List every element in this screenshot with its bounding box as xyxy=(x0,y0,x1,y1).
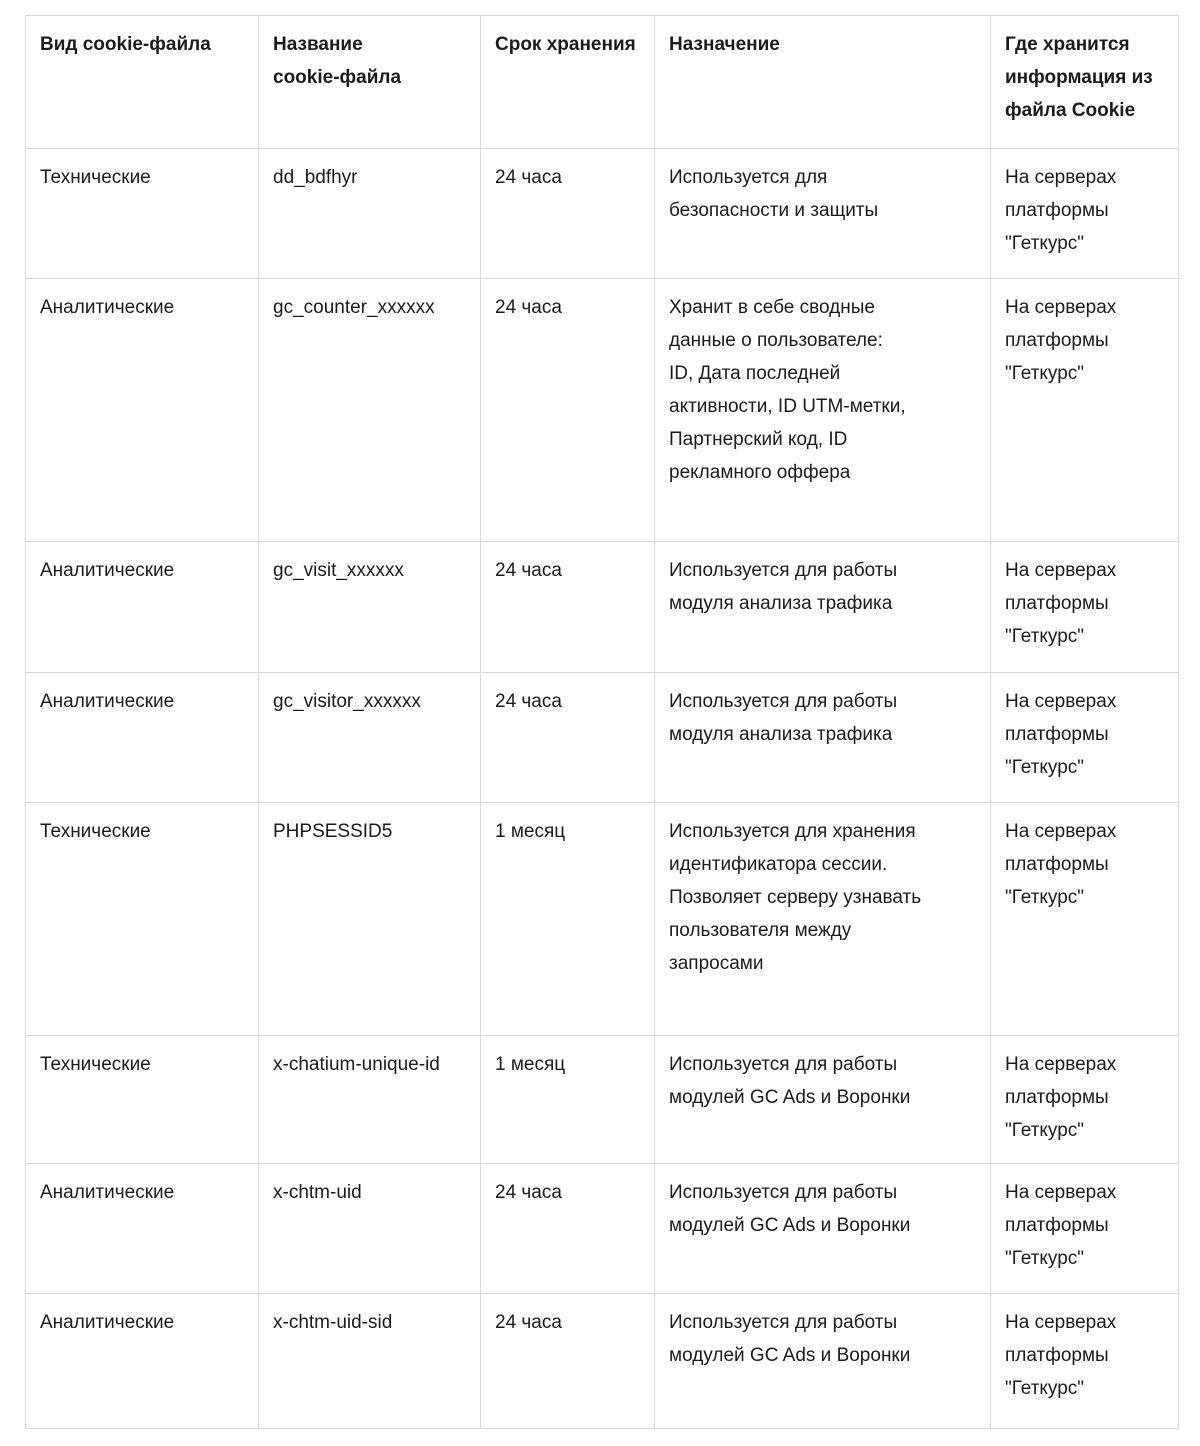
cell-cookie-name: x-chtm-uid xyxy=(258,1163,481,1294)
cell-storage-duration: 24 часа xyxy=(480,1293,655,1429)
cell-storage-duration: 1 месяц xyxy=(480,1035,655,1164)
cell-purpose: Используется для хранения идентификатора… xyxy=(654,802,991,1036)
cell-storage-location: На серверах платформы "Геткурс" xyxy=(990,278,1179,542)
cell-cookie-name: x-chtm-uid-sid xyxy=(258,1293,481,1429)
cell-storage-duration: 24 часа xyxy=(480,148,655,279)
cell-purpose: Используется для работы модуля анализа т… xyxy=(654,672,991,803)
cookie-table-body: Технические dd_bdfhyr 24 часа Использует… xyxy=(25,148,1179,1429)
cell-storage-duration: 24 часа xyxy=(480,672,655,803)
header-cookie-type: Вид cookie-файла xyxy=(25,15,259,149)
cell-storage-duration: 24 часа xyxy=(480,278,655,542)
header-cookie-name: Название cookie-файла xyxy=(258,15,481,149)
table-row: Аналитические gc_visitor_xxxxxx 24 часа … xyxy=(25,672,1179,803)
cell-cookie-name: dd_bdfhyr xyxy=(258,148,481,279)
header-purpose: Назначение xyxy=(654,15,991,149)
cell-cookie-type: Технические xyxy=(25,802,259,1036)
cell-storage-location: На серверах платформы "Геткурс" xyxy=(990,541,1179,673)
table-row: Технические dd_bdfhyr 24 часа Использует… xyxy=(25,148,1179,279)
cell-purpose: Используется для работы модулей GC Ads и… xyxy=(654,1163,991,1294)
cell-cookie-type: Аналитические xyxy=(25,278,259,542)
table-row: Аналитические x-chtm-uid 24 часа Использ… xyxy=(25,1163,1179,1294)
cell-purpose: Используется для работы модуля анализа т… xyxy=(654,541,991,673)
cookie-table: Вид cookie-файла Название cookie-файла С… xyxy=(25,15,1179,1429)
cell-cookie-name: x-chatium-unique-id xyxy=(258,1035,481,1164)
cell-storage-location: На серверах платформы "Геткурс" xyxy=(990,1163,1179,1294)
cell-cookie-type: Аналитические xyxy=(25,672,259,803)
cell-cookie-name: gc_visitor_xxxxxx xyxy=(258,672,481,803)
cell-purpose: Используется для безопасности и защиты xyxy=(654,148,991,279)
header-row: Вид cookie-файла Название cookie-файла С… xyxy=(25,15,1179,149)
cell-storage-duration: 24 часа xyxy=(480,1163,655,1294)
cell-cookie-type: Технические xyxy=(25,1035,259,1164)
table-row: Аналитические x-chtm-uid-sid 24 часа Исп… xyxy=(25,1293,1179,1429)
cell-storage-duration: 24 часа xyxy=(480,541,655,673)
table-row: Аналитические gc_visit_xxxxxx 24 часа Ис… xyxy=(25,541,1179,673)
cell-cookie-name: PHPSESSID5 xyxy=(258,802,481,1036)
cell-cookie-name: gc_visit_xxxxxx xyxy=(258,541,481,673)
header-storage-duration: Срок хранения xyxy=(480,15,655,149)
cell-cookie-type: Аналитические xyxy=(25,541,259,673)
header-storage-location: Где хранится информация из файла Cookie xyxy=(990,15,1179,149)
cell-cookie-name: gc_counter_xxxxxx xyxy=(258,278,481,542)
table-row: Технические PHPSESSID5 1 месяц Используе… xyxy=(25,802,1179,1036)
cell-storage-location: На серверах платформы "Геткурс" xyxy=(990,1293,1179,1429)
table-row: Технические x-chatium-unique-id 1 месяц … xyxy=(25,1035,1179,1164)
cell-cookie-type: Аналитические xyxy=(25,1163,259,1294)
cell-cookie-type: Технические xyxy=(25,148,259,279)
cell-storage-duration: 1 месяц xyxy=(480,802,655,1036)
cell-storage-location: На серверах платформы "Геткурс" xyxy=(990,672,1179,803)
cell-storage-location: На серверах платформы "Геткурс" xyxy=(990,802,1179,1036)
table-row: Аналитические gc_counter_xxxxxx 24 часа … xyxy=(25,278,1179,542)
cell-storage-location: На серверах платформы "Геткурс" xyxy=(990,1035,1179,1164)
cell-storage-location: На серверах платформы "Геткурс" xyxy=(990,148,1179,279)
cell-cookie-type: Аналитические xyxy=(25,1293,259,1429)
cell-purpose: Используется для работы модулей GC Ads и… xyxy=(654,1035,991,1164)
cell-purpose: Хранит в себе сводные данные о пользоват… xyxy=(654,278,991,542)
cell-purpose: Используется для работы модулей GC Ads и… xyxy=(654,1293,991,1429)
